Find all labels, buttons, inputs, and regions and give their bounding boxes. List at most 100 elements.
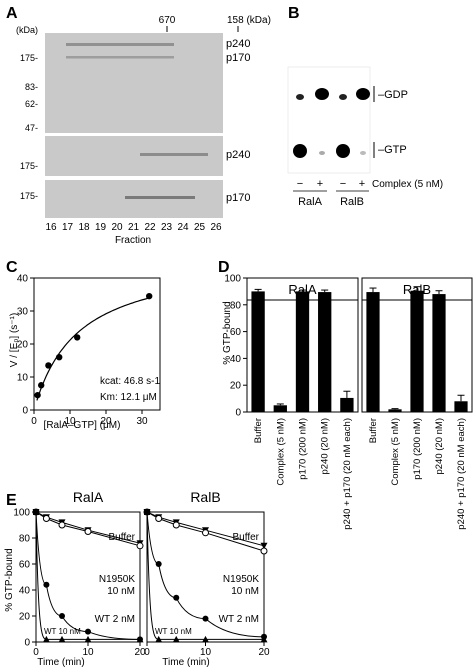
complex-label: Complex (5 nM): [372, 179, 443, 190]
e-marker-ralb-0-4: [260, 542, 268, 550]
e-xtick-ralb-20: 20: [258, 647, 270, 658]
gel-2-band-label-p240: p240: [226, 149, 250, 161]
e-ytick-40: 40: [19, 586, 31, 597]
band-label-p170: p170: [226, 52, 250, 64]
e-marker-ralb-1-3: [202, 529, 209, 537]
c-xtick-20: 20: [100, 416, 112, 427]
e-marker-rala-1-2: [58, 521, 66, 529]
fraction-label-26: 26: [210, 222, 222, 233]
e-label-buffer-ralb: Buffer: [233, 532, 260, 543]
e-marker-rala-3-4: [136, 635, 144, 643]
panel-c-letter: C: [6, 259, 18, 276]
e-xtick-rala-20: 20: [134, 647, 146, 658]
panel-c-plot: 0 10 20 30 40 0 10 20 30: [17, 274, 161, 427]
c-ytick-20: 20: [17, 340, 29, 351]
panel-c-ylabel: V / [E₀] (s⁻¹): [9, 313, 20, 367]
spot-rala-minus-gdp: [296, 94, 304, 100]
gel-2-mw-175: 175-: [20, 161, 38, 171]
gdp-label: –GDP: [378, 89, 408, 101]
d-ytick-0: 0: [235, 408, 241, 419]
e-ytick-20: 20: [19, 612, 31, 623]
panel-b: B –GDP –GTP − + − + Complex (5 nM) RalA …: [287, 5, 443, 208]
d-category-ralb-1: Complex (5 nM): [390, 418, 401, 486]
c-ytick-10: 10: [17, 373, 29, 384]
d-category-rala-2: p170 (200 nM): [298, 418, 309, 480]
gel-1: [45, 33, 223, 133]
spot-rala-plus-gtp: [319, 151, 325, 155]
c-fit-curve: [36, 297, 150, 401]
d-category-ralb-4: p240 + p170 (20 nM each): [456, 418, 467, 530]
spot-ralb-plus-gtp: [360, 151, 366, 155]
d-bar-rala-3: [318, 292, 332, 412]
c-frame: [33, 277, 161, 411]
e-xtick-rala-0: 0: [33, 647, 39, 658]
e-marker-ralb-3-2: [172, 635, 180, 643]
gel-2-band-p240: [140, 153, 208, 156]
e-marker-ralb-2-1: [155, 561, 162, 567]
mw-47: 47-: [25, 123, 38, 133]
spot-rala-minus-gtp: [293, 144, 307, 158]
c-ytick-40: 40: [17, 274, 29, 285]
spot-ralb-minus-gdp: [339, 94, 347, 100]
panel-d-letter: D: [218, 259, 230, 276]
e-xtick-ralb-10: 10: [200, 647, 212, 658]
d-bar-ralb-4: [454, 401, 468, 412]
e-marker-rala-2-2: [59, 613, 65, 619]
fraction-label-20: 20: [111, 222, 123, 233]
spot-rala-plus-gdp: [315, 88, 329, 100]
fraction-label-25: 25: [194, 222, 206, 233]
d-category-ralb-0: Buffer: [368, 418, 379, 443]
spot-ralb-plus-gdp: [356, 88, 370, 100]
panel-c-xlabel: [RalA–GTP] (μM): [44, 420, 121, 431]
d-bar-rala-0: [251, 291, 265, 412]
gtp-label: –GTP: [378, 144, 407, 156]
d-bar-ralb-2: [410, 290, 424, 412]
panel-e-xlabel-rala: Time (min): [37, 657, 84, 668]
e-ytick-80: 80: [19, 534, 31, 545]
c-point-4: [74, 334, 81, 341]
e-marker-rala-1-3: [84, 528, 92, 535]
e-ytick-60: 60: [19, 560, 31, 571]
d-ytick-20: 20: [230, 381, 242, 392]
e-marker-rala-3-3: [84, 635, 92, 643]
panel-d-ylabel: % GTP-bound: [222, 301, 233, 364]
e-label-n1950k-rala: N1950K: [99, 574, 135, 585]
c-ytick-0: 0: [22, 406, 28, 417]
e-group-title-ralb: RalB: [190, 489, 220, 505]
e-marker-ralb-1-1: [155, 515, 163, 522]
e-label-buffer-rala: Buffer: [109, 532, 136, 543]
e-label-wt10-ralb: WT 10 nM: [155, 627, 192, 636]
fraction-label-19: 19: [95, 222, 107, 233]
panel-e-ylabel: % GTP-bound: [4, 548, 15, 611]
e-marker-ralb-2-2: [173, 594, 180, 601]
fraction-label-18: 18: [78, 222, 90, 233]
panel-a-letter: A: [6, 5, 18, 22]
d-bar-ralb-1: [388, 409, 402, 412]
panel-a: A (kDa) 670 158 (kDa) 175- 83- 62- 47- 1…: [6, 5, 271, 246]
c-ytick-30: 30: [17, 307, 29, 318]
d-bar-ralb-3: [432, 294, 446, 412]
e-ytick-100: 100: [13, 508, 30, 519]
e-group-title-rala: RalA: [73, 489, 104, 505]
e-marker-ralb-3-0: [144, 509, 150, 515]
gel-3-mw-175: 175-: [20, 191, 38, 201]
c-point-2: [45, 362, 52, 369]
c-xtick-0: 0: [31, 416, 37, 427]
d-category-rala-4: p240 + p170 (20 nM each): [342, 418, 353, 530]
c-point-0: [34, 391, 41, 399]
spot-ralb-minus-gtp: [336, 144, 350, 158]
e-marker-ralb-3-1: [155, 635, 163, 643]
group-rala: RalA: [298, 196, 323, 208]
c-point-5: [146, 292, 153, 300]
panel-e-xlabel-ralb: Time (min): [162, 657, 209, 668]
gel-3-band-p170: [125, 196, 195, 199]
sign-rala-plus: +: [317, 178, 323, 190]
panel-d-plot: 0 20 40 60 80 100 RalA Buffer Complex (5 nM) p170…: [224, 274, 473, 530]
gel-1-band-p240: [66, 43, 174, 46]
d-ytick-60: 60: [230, 327, 242, 338]
d-bar-rala-1: [273, 405, 287, 412]
c-xtick-30: 30: [136, 416, 148, 427]
e-label-wt10-rala: WT 10 nM: [44, 627, 81, 636]
